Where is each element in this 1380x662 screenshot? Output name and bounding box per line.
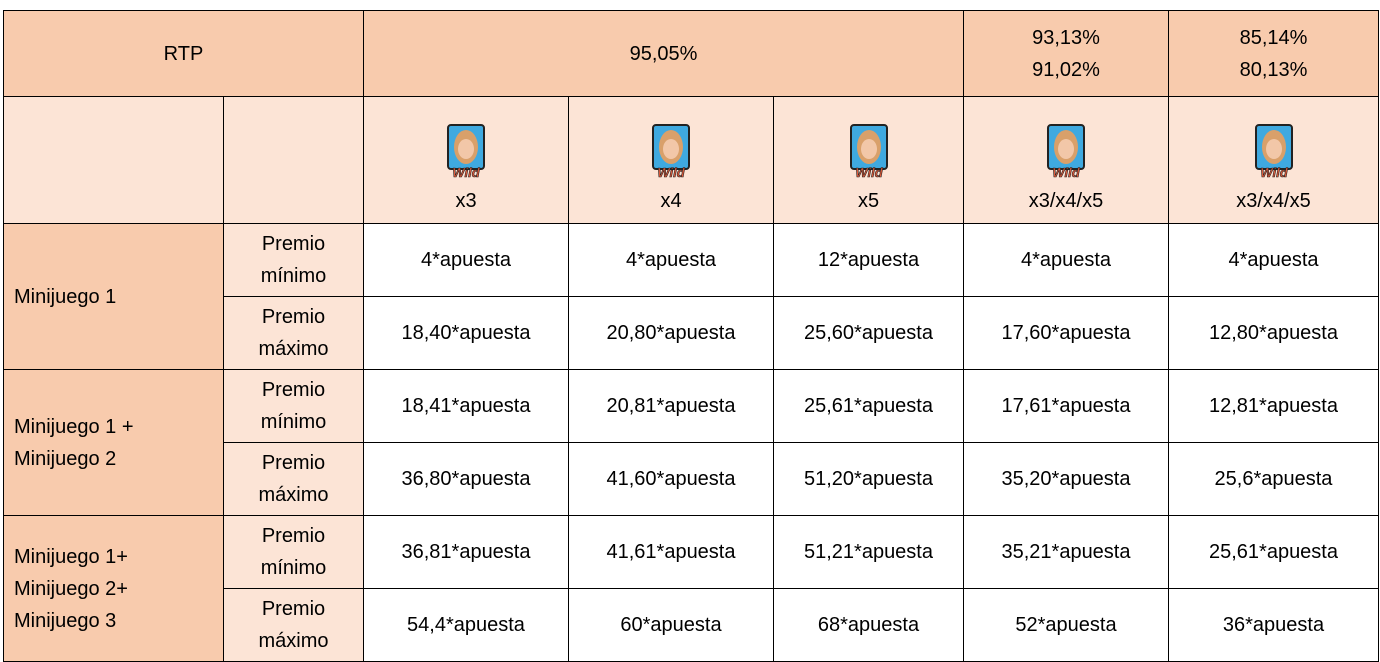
symbol-cell: Wild x3/x4/x5 — [964, 97, 1169, 224]
prize-value: 4*apuesta — [569, 224, 774, 297]
text-line: Premio — [226, 228, 361, 260]
wild-icon: Wild — [1254, 123, 1294, 183]
icon-label: Wild — [657, 165, 685, 180]
text-line: Premio — [226, 374, 361, 406]
prize-value: 18,41*apuesta — [364, 370, 569, 443]
prize-value: 20,80*apuesta — [569, 297, 774, 370]
text-line: máximo — [226, 479, 361, 511]
icon-label: Wild — [1260, 165, 1288, 180]
text-line: Minijuego 1+ — [14, 541, 221, 573]
blank-cell — [224, 97, 364, 224]
prize-value: 4*apuesta — [964, 224, 1169, 297]
text-line: 95,05% — [366, 38, 961, 70]
text-line: 85,14% — [1171, 22, 1376, 54]
text-line: Premio — [226, 447, 361, 479]
symbol-count: x5 — [776, 185, 961, 217]
text-line: mínimo — [226, 260, 361, 292]
text-line: 93,13% — [966, 22, 1166, 54]
prize-value: 35,20*apuesta — [964, 443, 1169, 516]
text-line: Premio — [226, 301, 361, 333]
icon-label: Wild — [855, 165, 883, 180]
symbol-cell: Wild x3/x4/x5 — [1169, 97, 1379, 224]
wild-icon: Wild — [849, 123, 889, 183]
blank-cell — [4, 97, 224, 224]
text-line: Minijuego 1 — [14, 281, 221, 313]
prize-value: 36,81*apuesta — [364, 516, 569, 589]
symbol-row: Wild x3 Wild x4 Wild x5 Wild x3/x4/x5 Wild x3/x4/… — [4, 97, 1379, 224]
prize-value: 4*apuesta — [364, 224, 569, 297]
group-label: Minijuego 1 +Minijuego 2 — [4, 370, 224, 516]
prize-value: 17,61*apuesta — [964, 370, 1169, 443]
symbol-cell: Wild x4 — [569, 97, 774, 224]
prize-value: 25,60*apuesta — [774, 297, 964, 370]
prize-value: 20,81*apuesta — [569, 370, 774, 443]
icon-label: Wild — [1052, 165, 1080, 180]
prize-value: 36*apuesta — [1169, 589, 1379, 662]
prize-value: 60*apuesta — [569, 589, 774, 662]
prize-value: 41,61*apuesta — [569, 516, 774, 589]
group-label: Minijuego 1+Minijuego 2+Minijuego 3 — [4, 516, 224, 662]
symbol-cell: Wild x3 — [364, 97, 569, 224]
wild-icon: Wild — [1046, 123, 1086, 183]
prize-value: 12*apuesta — [774, 224, 964, 297]
text-line: mínimo — [226, 406, 361, 438]
prize-value: 17,60*apuesta — [964, 297, 1169, 370]
rtp-value: 95,05% — [364, 11, 964, 97]
prize-value: 4*apuesta — [1169, 224, 1379, 297]
text-line: Premio — [226, 520, 361, 552]
symbol-count: x3/x4/x5 — [1171, 185, 1376, 217]
text-line: 91,02% — [966, 54, 1166, 86]
text-line: 80,13% — [1171, 54, 1376, 86]
text-line: máximo — [226, 333, 361, 365]
text-line: Minijuego 1 + — [14, 411, 221, 443]
prize-value: 51,21*apuesta — [774, 516, 964, 589]
prize-value: 25,61*apuesta — [1169, 516, 1379, 589]
prize-value: 12,81*apuesta — [1169, 370, 1379, 443]
prize-value: 51,20*apuesta — [774, 443, 964, 516]
text-line: Premio — [226, 593, 361, 625]
symbol-count: x4 — [571, 185, 771, 217]
rtp-value: 93,13%91,02% — [964, 11, 1169, 97]
icon-label: Wild — [452, 165, 480, 180]
wild-icon: Wild — [651, 123, 691, 183]
symbol-cell: Wild x5 — [774, 97, 964, 224]
prize-value: 12,80*apuesta — [1169, 297, 1379, 370]
prize-value: 25,61*apuesta — [774, 370, 964, 443]
text-line: Minijuego 2 — [14, 443, 221, 475]
symbol-count: x3/x4/x5 — [966, 185, 1166, 217]
prize-value: 36,80*apuesta — [364, 443, 569, 516]
prize-value: 52*apuesta — [964, 589, 1169, 662]
group-label: Minijuego 1 — [4, 224, 224, 370]
prize-value: 18,40*apuesta — [364, 297, 569, 370]
wild-icon: Wild — [446, 123, 486, 183]
rtp-label: RTP — [4, 11, 364, 97]
text-line: Minijuego 2+ — [14, 573, 221, 605]
page: RTP95,05%93,13%91,02%85,14%80,13%Wildx3W… — [0, 0, 1380, 660]
prize-value: 68*apuesta — [774, 589, 964, 662]
text-line: mínimo — [226, 552, 361, 584]
prize-value: 41,60*apuesta — [569, 443, 774, 516]
rtp-value: 85,14%80,13% — [1169, 11, 1379, 97]
text-line: Minijuego 3 — [14, 605, 221, 637]
text-line: máximo — [226, 625, 361, 657]
prize-value: 54,4*apuesta — [364, 589, 569, 662]
symbol-count: x3 — [366, 185, 566, 217]
prize-value: 25,6*apuesta — [1169, 443, 1379, 516]
prize-value: 35,21*apuesta — [964, 516, 1169, 589]
